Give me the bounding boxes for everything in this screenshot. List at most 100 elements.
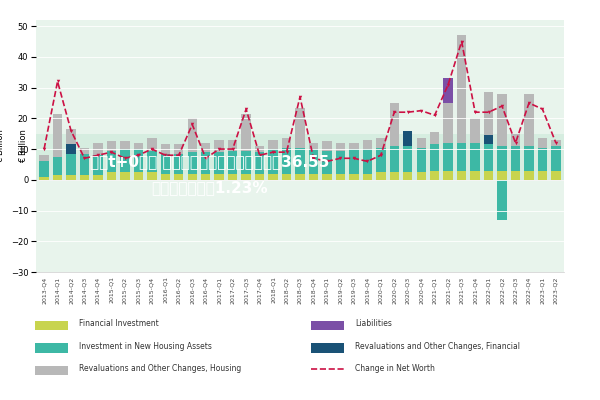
Bar (93, 175, 103, 180)
Bar (511, 146, 520, 170)
Bar (255, 152, 265, 174)
Bar (457, 170, 466, 180)
Bar (349, 149, 359, 174)
Bar (161, 174, 170, 180)
Bar (295, 148, 305, 174)
Bar (524, 146, 533, 170)
Bar (282, 174, 291, 180)
Bar (282, 138, 291, 148)
Bar (174, 154, 184, 174)
Bar (470, 170, 480, 180)
Bar (389, 146, 399, 172)
Bar (188, 174, 197, 180)
Bar (80, 154, 89, 175)
Text: 2021-Q3: 2021-Q3 (459, 276, 464, 304)
Text: 2014-Q1: 2014-Q1 (55, 276, 60, 304)
Bar (484, 144, 493, 170)
Bar (376, 148, 386, 172)
Bar (362, 140, 372, 149)
Bar (497, 170, 507, 180)
Bar (80, 175, 89, 180)
Bar (201, 143, 211, 152)
Bar (147, 151, 157, 172)
Bar (93, 143, 103, 155)
Y-axis label: € Billion: € Billion (0, 129, 5, 163)
Text: Revaluations and Other Changes, Housing: Revaluations and Other Changes, Housing (79, 364, 241, 373)
Bar (349, 143, 359, 149)
Bar (416, 148, 426, 172)
Bar (511, 170, 520, 180)
Bar (551, 140, 560, 146)
Bar (53, 114, 62, 157)
Text: 2021-Q2: 2021-Q2 (446, 276, 451, 304)
Bar (67, 175, 76, 180)
Bar (228, 140, 238, 151)
Bar (443, 143, 453, 170)
Text: 2023-Q2: 2023-Q2 (553, 276, 559, 304)
Bar (389, 103, 399, 146)
Bar (524, 170, 533, 180)
FancyBboxPatch shape (35, 321, 68, 330)
Bar (214, 140, 224, 152)
Text: 2015-Q2: 2015-Q2 (122, 276, 127, 304)
Bar (268, 149, 278, 174)
Bar (120, 172, 130, 180)
Text: 2016-Q1: 2016-Q1 (163, 276, 168, 303)
Bar (403, 131, 412, 146)
Text: 2020-Q4: 2020-Q4 (419, 276, 424, 304)
Text: 2021-Q4: 2021-Q4 (473, 276, 478, 304)
Text: 亿元，同比增长1.23%: 亿元，同比增长1.23% (152, 180, 268, 196)
Text: 2016-Q2: 2016-Q2 (176, 276, 181, 304)
Bar (457, 35, 466, 143)
Bar (268, 174, 278, 180)
Text: 2013-Q4: 2013-Q4 (41, 276, 47, 304)
Bar (174, 174, 184, 180)
Bar (53, 175, 62, 180)
Text: 2015-Q1: 2015-Q1 (109, 276, 114, 303)
Bar (241, 151, 251, 174)
Bar (538, 138, 547, 148)
Bar (322, 174, 332, 180)
Text: 2016-Q3: 2016-Q3 (190, 276, 195, 304)
Bar (470, 118, 480, 143)
Text: 2014-Q4: 2014-Q4 (95, 276, 100, 304)
Text: 2017-Q1: 2017-Q1 (217, 276, 221, 304)
Text: 2022-Q4: 2022-Q4 (526, 276, 532, 304)
Bar (497, 146, 507, 170)
Text: 2018-Q2: 2018-Q2 (284, 276, 289, 304)
Bar (295, 174, 305, 180)
Bar (255, 146, 265, 152)
Bar (188, 118, 197, 152)
Bar (241, 174, 251, 180)
Bar (349, 174, 359, 180)
Bar (295, 108, 305, 148)
Bar (322, 151, 332, 174)
Text: 2017-Q4: 2017-Q4 (257, 276, 262, 304)
Bar (134, 143, 143, 149)
Bar (93, 155, 103, 175)
Bar (457, 143, 466, 170)
Bar (443, 170, 453, 180)
Bar (161, 154, 170, 174)
Bar (551, 146, 560, 170)
Bar (107, 151, 116, 172)
Bar (214, 174, 224, 180)
FancyBboxPatch shape (35, 366, 68, 375)
Bar (416, 138, 426, 148)
Bar (107, 172, 116, 180)
Bar (255, 174, 265, 180)
Bar (241, 114, 251, 151)
Bar (376, 172, 386, 180)
Bar (228, 151, 238, 174)
Text: 2017-Q3: 2017-Q3 (244, 276, 248, 304)
Bar (53, 157, 62, 175)
Bar (470, 143, 480, 170)
Bar (228, 174, 238, 180)
Bar (40, 155, 49, 161)
Bar (497, 94, 507, 146)
Text: 2015-Q4: 2015-Q4 (149, 276, 154, 304)
Text: 2018-Q4: 2018-Q4 (311, 276, 316, 304)
Text: 2019-Q4: 2019-Q4 (365, 276, 370, 304)
Text: Financial Investment: Financial Investment (79, 320, 159, 328)
FancyBboxPatch shape (311, 321, 344, 330)
